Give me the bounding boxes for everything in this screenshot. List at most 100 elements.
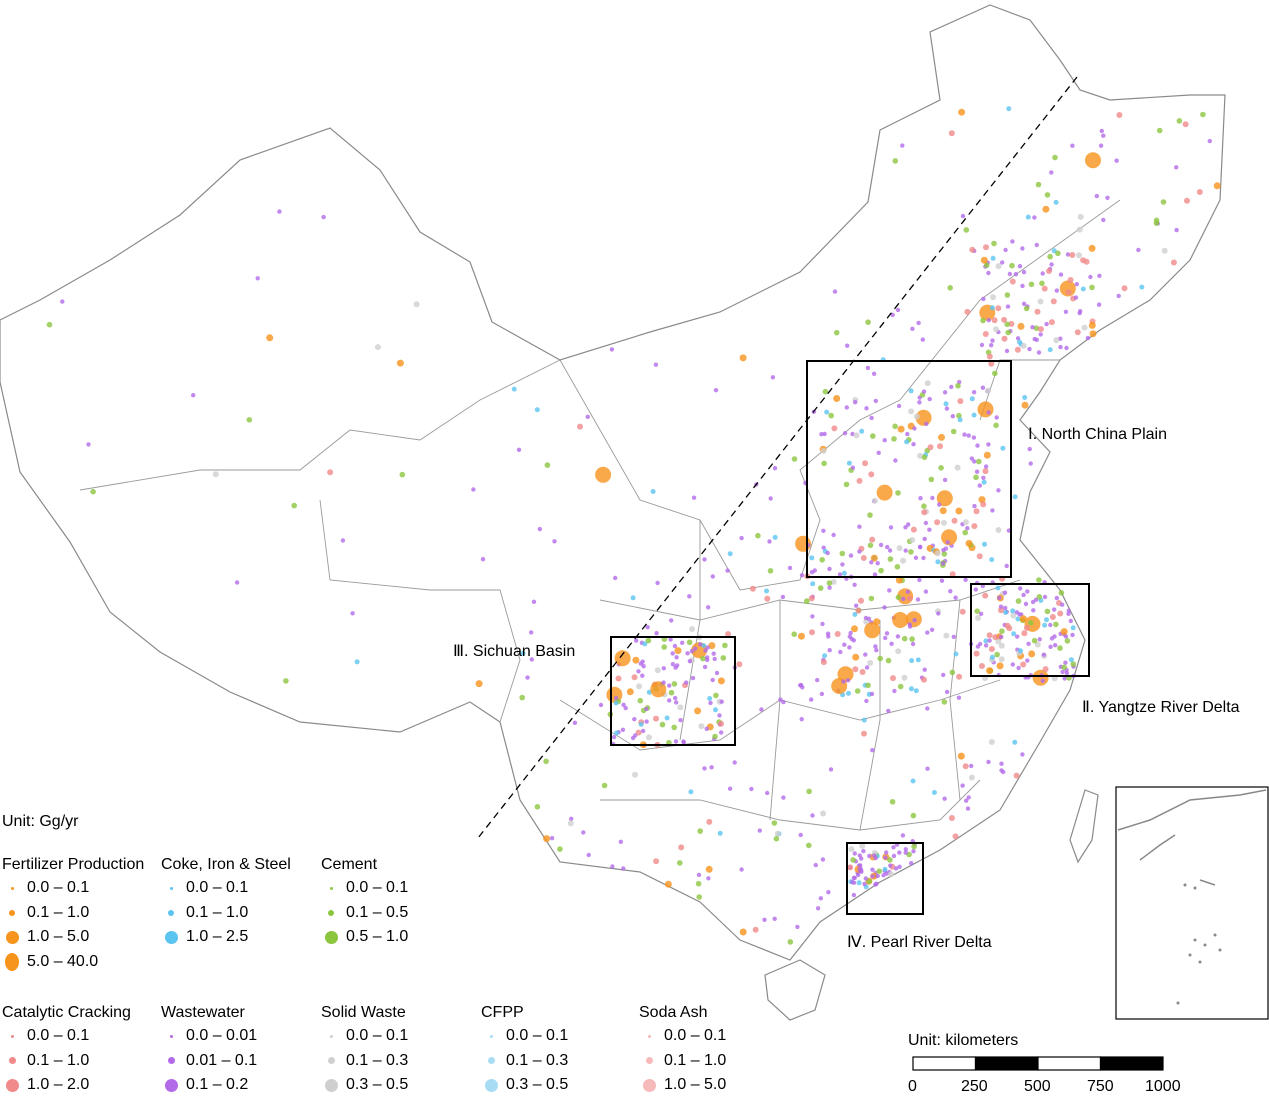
emission-point [1048, 622, 1053, 628]
emission-point [674, 655, 679, 660]
emission-point [765, 790, 770, 796]
emission-point [989, 654, 995, 660]
emission-point [637, 697, 644, 704]
emission-point [1037, 326, 1044, 333]
emission-point [688, 789, 694, 795]
emission-point [864, 406, 869, 411]
emission-point [1007, 271, 1013, 277]
emission-point [1017, 339, 1022, 345]
emission-point [908, 686, 914, 692]
emission-point [717, 830, 723, 836]
emission-point [709, 765, 714, 770]
emission-point [908, 388, 914, 394]
emission-point [511, 386, 517, 392]
emission-point [867, 512, 873, 518]
legend-item-label: 0.1 – 1.0 [186, 903, 249, 921]
emission-point [661, 666, 666, 671]
emission-point [706, 876, 711, 881]
emission-point [1025, 658, 1030, 663]
emission-point [921, 389, 927, 394]
emission-point [850, 857, 856, 863]
emission-point [844, 405, 849, 410]
emission-point [1014, 610, 1020, 615]
emission-point [798, 683, 803, 688]
emission-point [1032, 215, 1037, 220]
emission-point [974, 469, 980, 474]
emission-point [678, 718, 683, 723]
emission-point [669, 618, 674, 623]
emission-point [641, 664, 646, 669]
emission-point [822, 653, 828, 659]
emission-point [841, 570, 847, 576]
emission-point [971, 435, 977, 440]
legend-item-label: 0.1 – 1.0 [27, 1051, 90, 1069]
emission-point [475, 680, 483, 688]
emission-point [954, 464, 961, 471]
emission-point [702, 766, 707, 771]
emission-point [943, 632, 950, 639]
emission-point [685, 651, 690, 656]
emission-point [943, 401, 949, 407]
emission-point [861, 848, 866, 854]
emission-point [877, 655, 883, 662]
emission-point [980, 256, 988, 264]
emission-point [1054, 595, 1060, 601]
emission-point [852, 653, 860, 661]
emission-point [900, 833, 906, 838]
emission-point [636, 669, 641, 674]
emission-point [969, 763, 974, 769]
emission-point [781, 699, 786, 705]
emission-point [695, 880, 702, 887]
emission-point [739, 928, 747, 936]
emission-point [906, 522, 911, 527]
legend-item: 1.0 – 5.0 [642, 1076, 726, 1094]
emission-point [845, 678, 851, 683]
scale-tick-500: 500 [1024, 1078, 1051, 1095]
emission-point [808, 595, 815, 602]
emission-point [988, 646, 995, 652]
emission-point [991, 317, 998, 324]
emission-point [645, 625, 650, 630]
emission-point [1077, 213, 1084, 220]
emission-point [772, 466, 778, 471]
emission-point [887, 857, 893, 863]
emission-point [858, 863, 863, 868]
box-north-china-plain [806, 360, 1012, 578]
emission-point [953, 651, 959, 657]
emission-point [712, 656, 717, 662]
legend-group-title: Wastewater [161, 1004, 245, 1021]
emission-point [708, 700, 713, 706]
emission-point [990, 255, 996, 261]
emission-point [890, 675, 896, 682]
emission-point [820, 659, 827, 666]
emission-point [831, 532, 836, 538]
emission-point [1060, 602, 1065, 607]
emission-point [833, 329, 840, 336]
emission-point [1010, 608, 1016, 614]
emission-point [1036, 577, 1042, 583]
emission-point [883, 635, 888, 641]
emission-point [853, 432, 860, 439]
legend-item: 1.0 – 2.0 [5, 1076, 89, 1094]
emission-point [980, 385, 986, 390]
emission-point [1035, 181, 1042, 188]
emission-point [1015, 616, 1021, 622]
emission-point [927, 444, 934, 451]
legend-circle-icon [164, 1078, 178, 1092]
emission-point [983, 262, 990, 269]
emission-point [664, 880, 672, 888]
legend-item: 0.3 – 0.5 [324, 1076, 408, 1094]
emission-point [893, 458, 898, 463]
emission-point [900, 557, 907, 564]
emission-point [983, 638, 989, 644]
emission-point [889, 799, 896, 805]
emission-point [982, 592, 989, 599]
emission-point [633, 733, 638, 738]
emission-point [999, 628, 1005, 634]
emission-point [638, 661, 643, 666]
emission-point [1176, 118, 1183, 124]
emission-point [982, 541, 987, 547]
emission-point [874, 648, 879, 653]
emission-point [907, 622, 912, 627]
emission-point [768, 496, 773, 501]
